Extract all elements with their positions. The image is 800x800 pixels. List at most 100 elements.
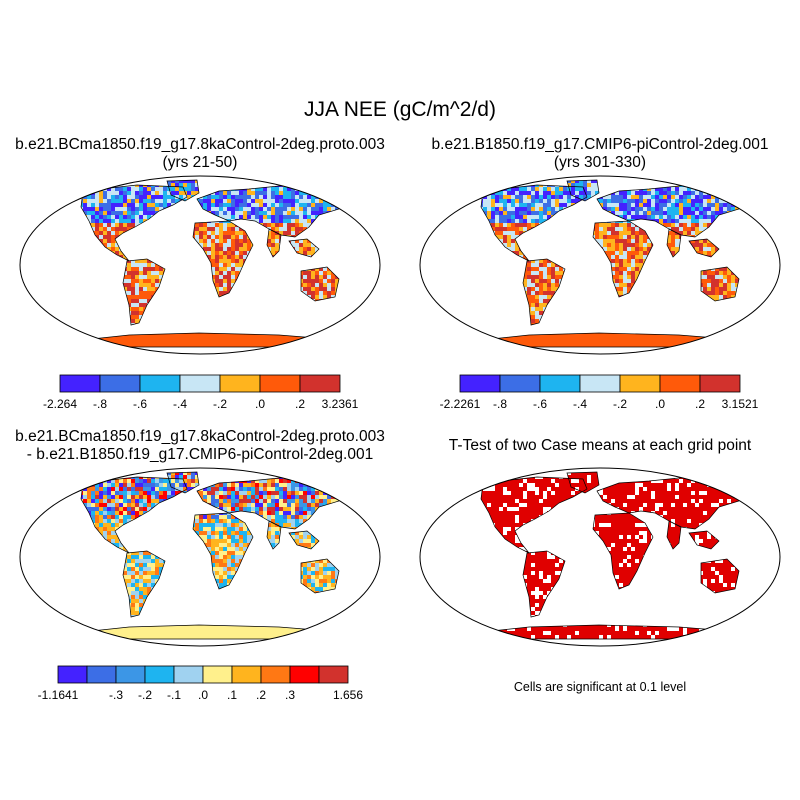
coastline-green (166, 179, 200, 202)
colorbar-swatch (59, 374, 101, 393)
coastline-green (566, 471, 600, 494)
coastline-aus (300, 558, 340, 594)
panel-case1-title-line2: (yrs 21-50) (162, 154, 238, 171)
panel-difference-title-line1: b.e21.BCma1850.f19_g17.8kaControl-2deg.p… (15, 428, 385, 445)
colorbar-swatch (499, 374, 541, 393)
colorbar-tick-label: -.6 (533, 397, 547, 411)
panel-case2-title: b.e21.B1850.f19_g17.CMIP6-piControl-2deg… (400, 136, 800, 172)
colorbar-swatch (179, 374, 221, 393)
colorbar-swatch (115, 665, 146, 684)
colorbar-swatch (219, 374, 261, 393)
panel-case1-title: b.e21.BCma1850.f19_g17.8kaControl-2deg.p… (0, 136, 400, 172)
colorbar-swatch (57, 665, 88, 684)
colorbar-difference: -1.1641 -.3 -.2 -.1 .0 .1 .2 .3 1.656 (38, 665, 363, 702)
map-ttest (419, 467, 781, 647)
colorbar-case1: -2.264 -.8 -.6 -.4 -.2 .0 .2 3.2361 (43, 374, 359, 411)
coastline-af (192, 220, 254, 298)
colorbar-swatch (619, 374, 661, 393)
colorbar-tick-label: -.8 (93, 397, 107, 411)
colorbar-swatch (259, 374, 301, 393)
colorbar-swatch (579, 374, 621, 393)
colorbar-swatch (459, 374, 501, 393)
coastline-na (80, 184, 188, 262)
colorbar-tick-label: 1.656 (333, 688, 363, 702)
map-case2 (419, 175, 781, 355)
colorbar-tick-label: -2.264 (43, 397, 77, 411)
coastline-sa (522, 550, 566, 618)
panel-ttest-title-line1: T-Test of two Case means at each grid po… (448, 437, 752, 454)
colorbar-tick-label: .2 (695, 397, 705, 411)
map-difference (19, 467, 381, 647)
colorbar-tick-label: -.6 (133, 397, 147, 411)
colorbar-tick-label: -.2 (613, 397, 627, 411)
colorbar-tick-label: -.4 (173, 397, 187, 411)
colorbar-swatch (144, 665, 175, 684)
figure-title: JJA NEE (gC/m^2/d) (304, 98, 496, 121)
panel-case2-title-line1: b.e21.B1850.f19_g17.CMIP6-piControl-2deg… (431, 136, 769, 153)
coastline-sea (288, 530, 320, 550)
colorbar-tick-label: .2 (256, 688, 266, 702)
colorbar-tick-label: -.4 (573, 397, 587, 411)
colorbar-swatch (659, 374, 701, 393)
coastline-aus (700, 266, 740, 302)
colorbar-tick-label: -.2 (138, 688, 152, 702)
coastline-na (480, 476, 588, 554)
colorbar-tick-label: .0 (255, 397, 265, 411)
colorbar-tick-label: -.8 (493, 397, 507, 411)
colorbar-swatch (139, 374, 181, 393)
colorbar-swatch (99, 374, 141, 393)
map-frame (419, 467, 781, 647)
panel-difference-title-line2: - b.e21.B1850.f19_g17.CMIP6-piControl-2d… (26, 446, 374, 463)
colorbar-tick-label: 3.1521 (722, 397, 759, 411)
map-frame (419, 175, 781, 355)
panel-difference-title: b.e21.BCma1850.f19_g17.8kaControl-2deg.p… (0, 428, 400, 464)
coastline-af (592, 512, 654, 590)
coastline-india (666, 520, 682, 550)
colorbar-swatch (539, 374, 581, 393)
map-case1 (19, 175, 381, 355)
coastline-green (166, 471, 200, 494)
colorbar-swatch (699, 374, 741, 393)
map-frame (19, 175, 381, 355)
colorbar-tick-label: .1 (227, 688, 237, 702)
colorbar-tick-label: -.1 (167, 688, 181, 702)
coastline-india (266, 520, 282, 550)
colorbar-swatch (173, 665, 204, 684)
colorbar-swatch (289, 665, 320, 684)
coastline-na (480, 184, 588, 262)
coastline-india (666, 228, 682, 258)
colorbar-tick-label: .0 (655, 397, 665, 411)
coastline-aus (700, 558, 740, 594)
coastline-india (266, 228, 282, 258)
colorbar-tick-label: -.2 (213, 397, 227, 411)
coastline-sa (122, 550, 166, 618)
panel-ttest-title: T-Test of two Case means at each grid po… (400, 437, 800, 455)
coastline-af (592, 220, 654, 298)
colorbar-tick-label: -1.1641 (38, 688, 79, 702)
colorbar-swatch (202, 665, 233, 684)
colorbar-tick-label: -2.2261 (440, 397, 481, 411)
coastline-aus (300, 266, 340, 302)
ttest-note: Cells are significant at 0.1 level (513, 680, 687, 694)
coastline-sea (688, 530, 720, 550)
colorbar-swatch (231, 665, 262, 684)
colorbar-tick-label: .0 (198, 688, 208, 702)
colorbar-tick-label: .3 (285, 688, 295, 702)
colorbar-tick-label: .2 (295, 397, 305, 411)
colorbar-swatch (299, 374, 341, 393)
coastline-sea (688, 238, 720, 258)
coastline-af (192, 512, 254, 590)
colorbar-swatch (318, 665, 349, 684)
colorbar-swatch (86, 665, 117, 684)
panel-case1-title-line1: b.e21.BCma1850.f19_g17.8kaControl-2deg.p… (15, 136, 385, 153)
coastline-sa (522, 258, 566, 326)
colorbar-tick-label: 3.2361 (322, 397, 359, 411)
coastline-green (566, 179, 600, 202)
map-frame (19, 467, 381, 647)
colorbar-swatch (260, 665, 291, 684)
panel-case2-title-line2: (yrs 301-330) (553, 154, 647, 171)
coastline-na (80, 476, 188, 554)
colorbar-case2: -2.2261 -.8 -.6 -.4 -.2 .0 .2 3.1521 (440, 374, 759, 411)
coastline-sea (288, 238, 320, 258)
coastline-sa (122, 258, 166, 326)
